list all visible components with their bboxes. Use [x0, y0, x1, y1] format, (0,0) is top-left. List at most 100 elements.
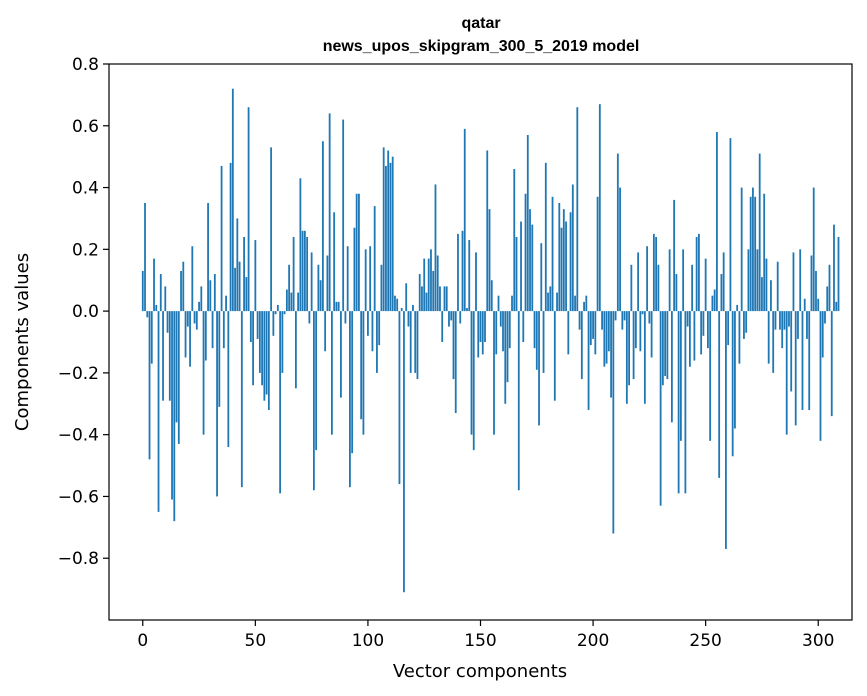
bar [812, 187, 815, 312]
bar [249, 311, 252, 342]
bar-series [141, 88, 840, 593]
bar [394, 295, 396, 312]
y-tick-label: 0.8 [72, 55, 99, 75]
bar [189, 311, 191, 367]
bar [409, 311, 412, 373]
bar [643, 311, 646, 404]
bar [650, 311, 653, 358]
bar [148, 311, 151, 460]
bar [612, 311, 615, 534]
bar [792, 252, 795, 312]
bar [299, 178, 302, 312]
bar [285, 289, 288, 312]
bar [222, 311, 225, 349]
bar [281, 311, 284, 373]
y-tick-label: 0.4 [72, 179, 99, 199]
bar [810, 255, 813, 312]
bar [182, 261, 185, 312]
bar [670, 311, 673, 423]
bar [319, 280, 322, 312]
bar [747, 249, 750, 312]
bar [637, 252, 640, 312]
bar [619, 187, 621, 312]
bar [263, 311, 266, 401]
bar [661, 311, 664, 386]
y-tick-label: 0.2 [72, 240, 99, 260]
bar [452, 311, 455, 380]
bar [517, 311, 520, 491]
bar [601, 311, 603, 330]
bar [407, 311, 410, 327]
bar [312, 311, 315, 491]
bar [362, 311, 365, 435]
bar [349, 311, 351, 488]
bar [797, 311, 799, 339]
bar [400, 308, 403, 312]
x-axis-ticks: 0 50 100 150 200 250 300 [137, 620, 834, 651]
bar [508, 311, 511, 349]
bar [817, 298, 820, 312]
bar [580, 311, 583, 380]
bar [272, 311, 275, 336]
bar [727, 311, 730, 346]
bar [589, 311, 592, 346]
bar [788, 311, 790, 327]
x-axis-label: Vector components [393, 661, 567, 682]
bar [790, 311, 793, 392]
bar [698, 233, 700, 312]
bar [659, 311, 662, 506]
bar [326, 255, 329, 312]
bar [274, 311, 277, 315]
bar [506, 311, 509, 383]
y-axis-ticks: 0.8 0.6 0.4 0.2 0.0 −0.2 −0.4 −0.6 −0.8 [58, 55, 109, 569]
bar [177, 311, 180, 444]
bar [585, 295, 588, 312]
y-tick-label: −0.2 [58, 364, 99, 384]
bar [709, 311, 712, 441]
bar [502, 311, 504, 352]
bar [490, 280, 493, 312]
bar [265, 311, 268, 395]
bar [781, 311, 784, 349]
bar [522, 311, 525, 342]
bar [722, 252, 725, 312]
bar [729, 138, 732, 312]
bar [306, 236, 309, 312]
bar [770, 280, 772, 312]
bar [475, 252, 477, 312]
bar [679, 311, 682, 441]
bar [333, 212, 336, 312]
bar [164, 286, 167, 312]
bar [340, 311, 342, 398]
bar [576, 107, 579, 312]
bar [430, 249, 432, 312]
bar [448, 311, 450, 327]
bar [571, 184, 574, 312]
bar [367, 311, 369, 336]
bar [479, 311, 482, 342]
bar [632, 311, 635, 380]
bar [693, 311, 696, 361]
bar [625, 311, 628, 404]
bar [450, 311, 453, 321]
bar [551, 196, 554, 312]
bar [808, 311, 811, 410]
bar [204, 311, 207, 361]
bar [549, 286, 552, 312]
bar [209, 280, 212, 312]
bar [218, 311, 221, 407]
bar [288, 264, 291, 312]
bar [157, 311, 160, 512]
bar [328, 113, 331, 312]
bar [684, 311, 687, 494]
bar [216, 311, 218, 497]
bar [513, 169, 516, 312]
bar [389, 162, 392, 312]
bar [195, 311, 198, 330]
bar [484, 311, 486, 342]
bar [544, 162, 547, 312]
bar [258, 311, 261, 373]
bar [175, 311, 178, 423]
bar [231, 88, 234, 312]
bar [144, 203, 146, 312]
